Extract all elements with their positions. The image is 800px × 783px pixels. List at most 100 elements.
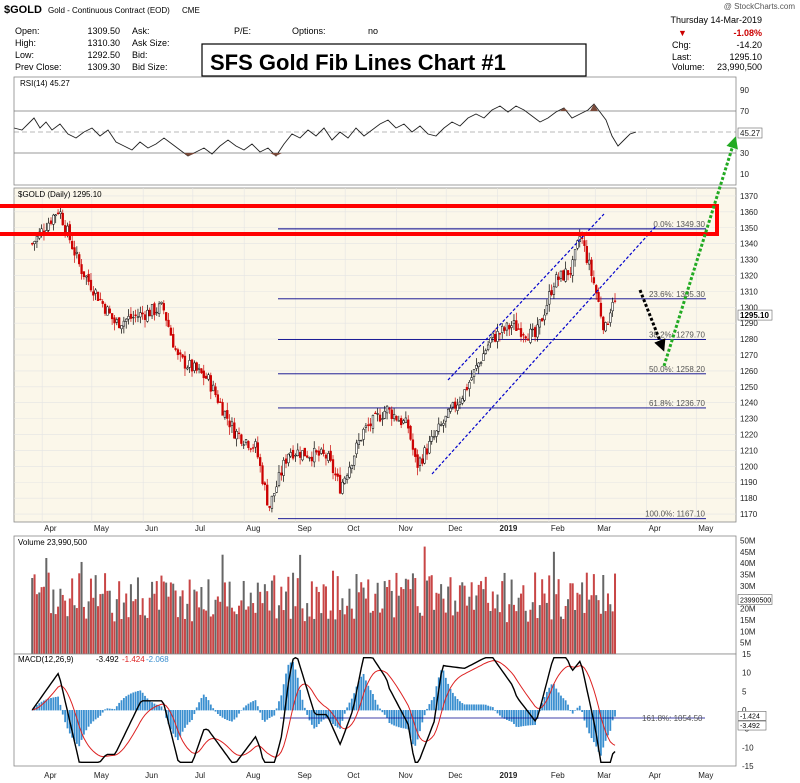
candle-body xyxy=(508,325,511,330)
macd-hist-bar xyxy=(256,706,259,711)
candle-body xyxy=(454,401,457,409)
description: Gold - Continuous Contract (EOD) xyxy=(48,6,170,15)
macd-hist-bar xyxy=(127,694,130,711)
volume-bar xyxy=(606,593,609,654)
candle-body xyxy=(172,334,175,348)
volume-bar xyxy=(360,582,363,654)
macd-hist-bar xyxy=(61,710,64,715)
volume-bar xyxy=(536,618,539,654)
volume-bar xyxy=(508,604,511,654)
volume-bar xyxy=(303,621,306,654)
volume-bar xyxy=(550,619,553,654)
candlesticks xyxy=(31,205,617,513)
candle-body xyxy=(449,408,452,412)
macd-hist-bar xyxy=(428,704,431,711)
candle-body xyxy=(294,454,297,457)
candle-body xyxy=(576,240,579,249)
pe-label: P/E: xyxy=(234,26,251,36)
macd-hist-bar xyxy=(268,710,271,719)
macd-hist-bar xyxy=(87,710,90,727)
volume-bar xyxy=(534,572,537,654)
candle-body xyxy=(465,387,469,391)
candle-body xyxy=(143,314,147,320)
volume-bar xyxy=(292,572,295,654)
macd-hist-bar xyxy=(548,687,551,711)
x-axis-bottom: Apr May Jun Jul Aug Sep Oct Nov Dec 2019 Feb Mar Apr… xyxy=(44,771,713,780)
macd-hist-bar xyxy=(435,686,438,711)
volume-bar xyxy=(559,616,562,654)
channel-upper-line xyxy=(447,213,605,381)
x-tick: Sep xyxy=(298,524,313,533)
macd-hist-bar xyxy=(289,662,292,711)
macd-hist-bar xyxy=(468,704,471,711)
candle-body xyxy=(251,447,255,449)
macd-hist-bar xyxy=(160,706,163,711)
candle-body xyxy=(592,277,596,284)
macd-hist-bar xyxy=(508,710,511,721)
candle-body xyxy=(360,439,363,442)
candle-body xyxy=(376,413,379,415)
macd-signal-line xyxy=(32,660,616,758)
x-tick: Oct xyxy=(347,771,360,780)
candle-body xyxy=(315,450,318,453)
macd-hist-bar xyxy=(576,707,579,711)
macd-hist-bar xyxy=(301,699,304,711)
price-tick: 1370 xyxy=(740,192,758,201)
volume-bars xyxy=(31,546,617,654)
x-tick: Dec xyxy=(448,771,462,780)
candle-body xyxy=(477,362,480,367)
volume-bar xyxy=(595,595,598,654)
volume-bar xyxy=(496,594,499,654)
volume-bar xyxy=(510,579,513,654)
volume-bar xyxy=(66,616,69,654)
price-tick: 1320 xyxy=(740,271,758,280)
macd-hist-bar xyxy=(609,710,612,731)
fib-label: 50.0%: 1258.20 xyxy=(649,365,706,374)
macd-hist-bar xyxy=(111,708,114,711)
candle-body xyxy=(437,423,440,432)
resistance-box xyxy=(0,204,719,236)
candle-body xyxy=(193,362,196,371)
macd-tick: -15 xyxy=(742,762,754,771)
volume-bar xyxy=(440,584,443,654)
volume-bar xyxy=(578,594,581,654)
high-label: High: xyxy=(15,38,36,48)
volume-bar xyxy=(174,590,177,654)
candle-body xyxy=(291,449,295,459)
volume-bar xyxy=(364,598,367,654)
macd-hist-bar xyxy=(602,710,605,748)
volume-bar xyxy=(552,551,555,654)
macd-hist-bar xyxy=(235,710,238,718)
volume-bar xyxy=(397,595,400,654)
volume-bar xyxy=(153,593,156,654)
volume-bar xyxy=(188,579,191,654)
candle-body xyxy=(447,408,450,418)
volume-tick: 45M xyxy=(740,548,756,557)
macd-hist-bar xyxy=(195,707,198,711)
macd-hist-bar xyxy=(252,701,255,711)
volume-bar xyxy=(557,579,560,654)
volume-tick: 10M xyxy=(740,627,756,636)
last-label: Last: xyxy=(672,52,692,62)
macd-hist-bar xyxy=(249,702,252,711)
macd-hist-bar xyxy=(369,690,372,711)
candle-body xyxy=(216,394,220,403)
macd-hist-bar xyxy=(607,710,609,736)
candle-body xyxy=(47,222,50,231)
volume-bar xyxy=(247,606,250,654)
volume-bar xyxy=(289,618,292,654)
volume-bar xyxy=(371,610,374,654)
macd-hist-bar xyxy=(92,710,95,722)
macd-hist-bar xyxy=(600,710,602,756)
candle-body xyxy=(555,274,558,288)
macd-hist-bar xyxy=(184,710,186,728)
candle-body xyxy=(329,450,332,461)
volume-bar xyxy=(604,611,607,654)
volume-bar xyxy=(458,585,461,654)
volume-bar xyxy=(418,612,421,654)
macd-hist-bar xyxy=(595,710,598,747)
candle-body xyxy=(237,432,241,435)
volume-bar xyxy=(146,617,149,654)
macd-hist-bar xyxy=(346,707,349,711)
volume-bar xyxy=(226,606,229,654)
